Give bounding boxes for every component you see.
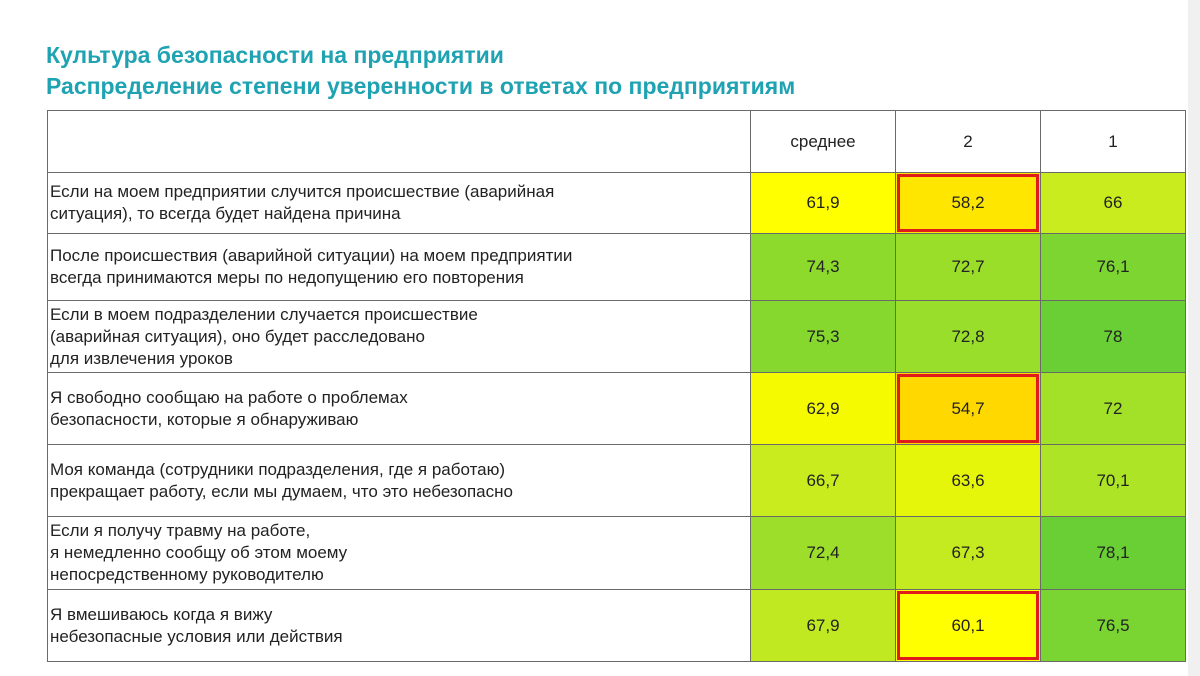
cell-value: 75,3: [806, 326, 840, 346]
cell-value: 70,1: [1096, 470, 1130, 490]
table-row: Я свободно сообщаю на работе о проблемах…: [47, 372, 1186, 445]
heat-cell: 78: [1040, 300, 1186, 373]
column-header-1: 1: [1040, 110, 1186, 173]
table-row: После происшествия (аварийной ситуации) …: [47, 233, 1186, 301]
cell-value: 61,9: [806, 193, 840, 212]
heat-cell: 66,7: [750, 444, 896, 517]
row-label: Я вмешиваюсь когда я вижу небезопасные у…: [47, 589, 751, 662]
table-row: Если на моем предприятии случится происш…: [47, 172, 1186, 234]
cell-value: 66: [1103, 193, 1123, 212]
heat-cell: 74,3: [750, 233, 896, 301]
row-label: Моя команда (сотрудники подразделения, г…: [47, 444, 751, 517]
table-row: Я вмешиваюсь когда я вижу небезопасные у…: [47, 589, 1186, 662]
cell-value: 67,3: [951, 543, 985, 562]
heatmap-table: среднее 2 1 Если на моем предприятии слу…: [47, 110, 1186, 662]
cell-value: 76,1: [1096, 257, 1130, 276]
heat-cell: 76,1: [1040, 233, 1186, 301]
cell-value: 78: [1103, 326, 1123, 346]
cell-value: 72: [1103, 398, 1123, 418]
row-label: Если в моем подразделении случается прои…: [47, 300, 751, 373]
column-header-2: 2: [895, 110, 1041, 173]
cell-value: 60,1: [951, 615, 985, 635]
heat-cell: 61,9: [750, 172, 896, 234]
cell-value: 66,7: [806, 470, 840, 490]
table-body: Если на моем предприятии случится происш…: [47, 172, 1186, 662]
slide-edge: [1188, 0, 1200, 676]
heat-cell-highlighted: 58,2: [895, 172, 1041, 234]
heat-cell: 72: [1040, 372, 1186, 445]
cell-value: 72,7: [951, 257, 985, 276]
heat-cell: 70,1: [1040, 444, 1186, 517]
corner-cell: [47, 110, 751, 173]
header-row: среднее 2 1: [47, 110, 1186, 173]
cell-value: 72,4: [806, 543, 840, 562]
table-row: Моя команда (сотрудники подразделения, г…: [47, 444, 1186, 517]
row-label: После происшествия (аварийной ситуации) …: [47, 233, 751, 301]
table-row: Если в моем подразделении случается прои…: [47, 300, 1186, 373]
heat-cell-highlighted: 54,7: [895, 372, 1041, 445]
cell-value: 74,3: [806, 257, 840, 276]
cell-value: 78,1: [1096, 543, 1130, 562]
cell-value: 62,9: [806, 398, 840, 418]
cell-value: 76,5: [1096, 615, 1130, 635]
table-row: Если я получу травму на работе, я немедл…: [47, 516, 1186, 590]
heat-cell: 72,4: [750, 516, 896, 590]
slide-title: Культура безопасности на предприятии: [46, 42, 504, 68]
cell-value: 72,8: [951, 326, 985, 346]
cell-value: 58,2: [951, 193, 985, 212]
heat-cell: 66: [1040, 172, 1186, 234]
heat-cell: 76,5: [1040, 589, 1186, 662]
cell-value: 54,7: [951, 398, 985, 418]
title-block: Культура безопасности на предприятии Рас…: [46, 40, 795, 102]
heat-cell: 72,8: [895, 300, 1041, 373]
cell-value: 63,6: [951, 470, 985, 490]
heat-cell: 67,3: [895, 516, 1041, 590]
heat-cell: 72,7: [895, 233, 1041, 301]
heat-cell-highlighted: 60,1: [895, 589, 1041, 662]
heat-cell: 67,9: [750, 589, 896, 662]
row-label: Если я получу травму на работе, я немедл…: [47, 516, 751, 590]
heat-cell: 78,1: [1040, 516, 1186, 590]
cell-value: 67,9: [806, 615, 840, 635]
heat-cell: 63,6: [895, 444, 1041, 517]
row-label: Я свободно сообщаю на работе о проблемах…: [47, 372, 751, 445]
column-header-mean: среднее: [750, 110, 896, 173]
row-label: Если на моем предприятии случится происш…: [47, 172, 751, 234]
heat-cell: 62,9: [750, 372, 896, 445]
heat-cell: 75,3: [750, 300, 896, 373]
slide-subtitle: Распределение степени уверенности в отве…: [46, 73, 796, 99]
